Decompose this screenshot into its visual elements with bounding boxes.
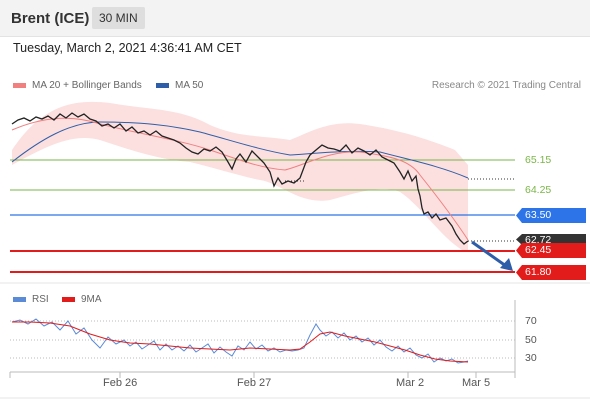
x-label-feb26: Feb 26 xyxy=(103,377,138,389)
legend-ma50: MA 50 xyxy=(156,80,203,91)
x-label-mar2: Mar 2 xyxy=(396,377,425,389)
rsi-level-70: 70 xyxy=(525,315,537,327)
instrument-title: Brent (ICE) xyxy=(11,10,90,27)
interval-button[interactable]: 30 MIN xyxy=(92,7,145,29)
rsi-line xyxy=(11,318,469,364)
legend-rsi: RSI xyxy=(13,294,49,305)
rsi-legend-label: RSI xyxy=(32,294,49,305)
last-price-tag: 62.72 xyxy=(516,234,586,245)
legend-rsi-ma: 9MA xyxy=(62,294,102,305)
header-bar: Brent (ICE) 30 MIN xyxy=(0,0,590,37)
ma20-label: MA 20 + Bollinger Bands xyxy=(32,80,142,91)
rsi-ma-legend-label: 9MA xyxy=(81,294,102,305)
rsi-ma-line xyxy=(12,321,469,363)
x-label-feb27: Feb 27 xyxy=(237,377,272,389)
rsi-swatch xyxy=(13,297,26,302)
bollinger-band xyxy=(12,101,468,250)
ma50-line xyxy=(11,121,469,179)
candles xyxy=(11,112,469,245)
timestamp: Tuesday, March 2, 2021 4:36:41 AM CET xyxy=(13,41,242,55)
r2-label: 65.15 xyxy=(525,154,552,166)
ma20-swatch xyxy=(13,83,26,88)
rsi-level-50: 50 xyxy=(525,334,537,346)
copyright: Research © 2021 Trading Central xyxy=(431,80,581,91)
legend-ma20: MA 20 + Bollinger Bands xyxy=(13,80,142,91)
ma50-label: MA 50 xyxy=(175,80,204,91)
pivot-tag: 63.50 xyxy=(516,208,586,223)
s2-tag: 61.80 xyxy=(516,265,586,280)
s1-tag: 62.45 xyxy=(516,243,586,258)
r1-label: 64.25 xyxy=(525,184,552,196)
rsi-ma-swatch xyxy=(62,297,75,302)
rsi-level-30: 30 xyxy=(525,352,537,364)
arrow-down-right-icon xyxy=(471,240,513,271)
ma50-swatch xyxy=(156,83,169,88)
x-label-mar5: Mar 5 xyxy=(462,377,491,389)
